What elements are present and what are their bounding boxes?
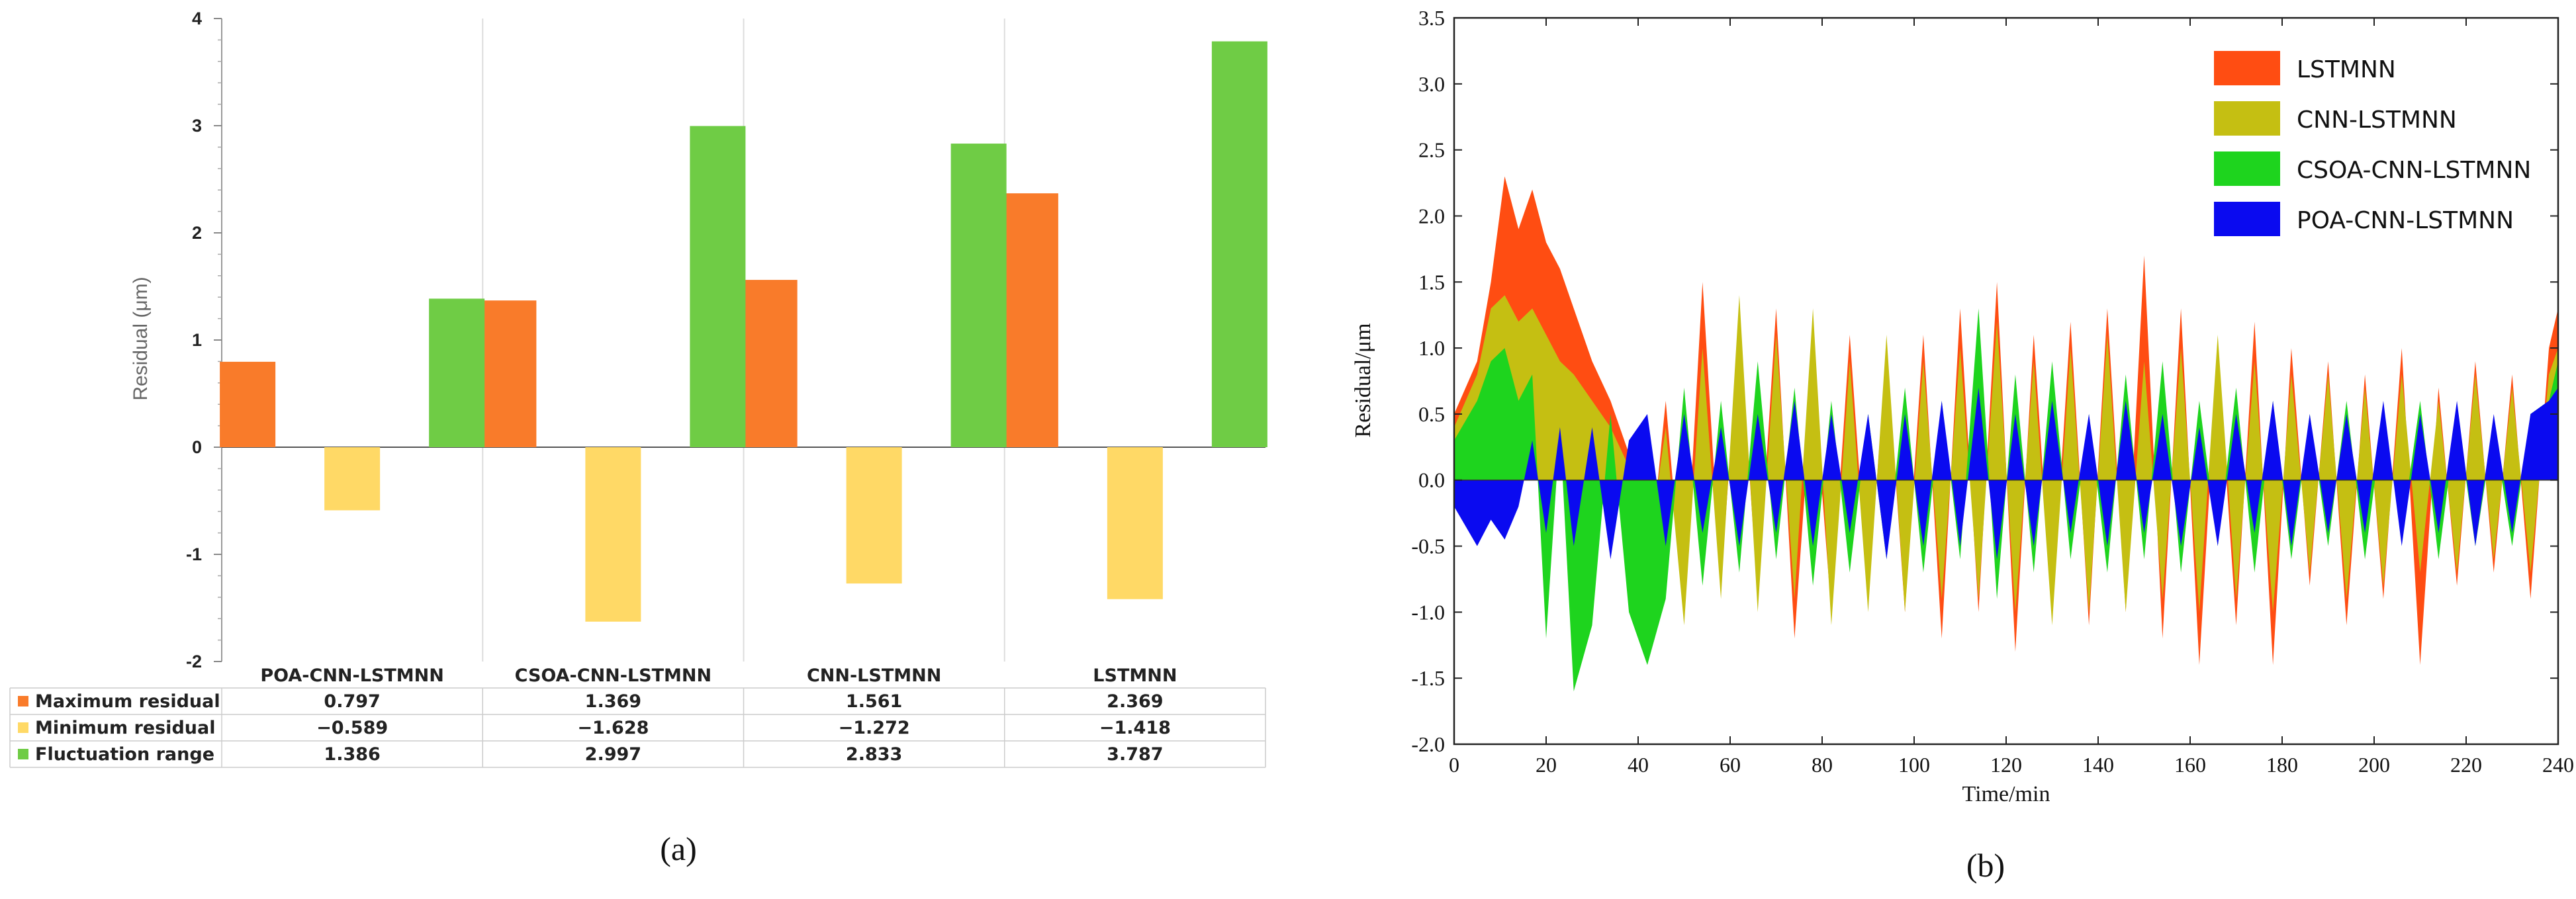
- bar-fluctuation-range: [950, 144, 1007, 447]
- x-tick-label: 200: [2358, 753, 2390, 777]
- bar-maximum-residual: [741, 280, 798, 447]
- panel-b: 3.5 3.0 2.5 2.0 1.5 1.0 0.5 0.0 -0.5 -1.0 -1.5 -2.0…: [1284, 0, 2576, 899]
- y-tick-label: 2.5: [1418, 138, 1445, 162]
- table-cell: 0.797: [324, 691, 380, 712]
- y-tick-label: -2: [186, 652, 202, 671]
- table-cell: 2.369: [1107, 691, 1163, 712]
- y-tick-label: 0.0: [1418, 468, 1445, 492]
- bar-minimum-residual: [846, 447, 902, 584]
- bar-minimum-residual: [585, 447, 641, 622]
- table-cell: 2.997: [585, 744, 641, 765]
- y-tick-label: -2.0: [1411, 732, 1445, 756]
- bar-fluctuation-range: [429, 298, 485, 447]
- legend-label: CSOA-CNN-LSTMNN: [2297, 157, 2531, 184]
- table-cell: 1.369: [585, 691, 641, 712]
- table-cell: 2.833: [846, 744, 902, 765]
- x-tick-label: 220: [2450, 753, 2482, 777]
- y-axis-label: Residual/μm: [1351, 323, 1375, 437]
- x-tick-label: 40: [1628, 753, 1649, 777]
- legend-label: CNN-LSTMNN: [2297, 107, 2457, 134]
- legend-swatch: [2214, 202, 2280, 236]
- bar-maximum-residual: [481, 300, 537, 447]
- y-tick-label: 0: [192, 437, 202, 457]
- y-tick-label: 2.0: [1418, 204, 1445, 228]
- panel-label-b: (b): [1966, 847, 2005, 884]
- x-tick-label: 100: [1898, 753, 1930, 777]
- y-tick-label: -0.5: [1411, 535, 1445, 558]
- y-tick-label: 2: [192, 223, 202, 243]
- x-tick-label: 120: [1990, 753, 2022, 777]
- x-tick-label: 0: [1449, 753, 1459, 777]
- area-chart: 3.5 3.0 2.5 2.0 1.5 1.0 0.5 0.0 -0.5 -1.0 -1.5 -2.0…: [1351, 6, 2574, 884]
- x-tick-label: 140: [2082, 753, 2114, 777]
- category-label: LSTMNN: [1093, 665, 1177, 686]
- bar-maximum-residual: [220, 361, 276, 447]
- table-cell: 1.561: [846, 691, 902, 712]
- x-tick-label: 180: [2266, 753, 2298, 777]
- area-lstmnn: [1454, 176, 2558, 665]
- x-axis-label: Time/min: [1962, 782, 2050, 806]
- category-label: POA-CNN-LSTMNN: [260, 665, 443, 686]
- y-tick-label: 3.0: [1418, 72, 1445, 96]
- legend-swatch: [2214, 101, 2280, 136]
- table-cell: −0.589: [316, 718, 388, 738]
- category-label: CNN-LSTMNN: [807, 665, 941, 686]
- bar-chart: 4 3 2 1 0 -1 -2 Residual (μm) POA-CNN-LSTMNN CSOA…: [9, 9, 1267, 867]
- bar-fluctuation-range: [1211, 41, 1267, 448]
- legend-label: LSTMNN: [2297, 56, 2396, 83]
- x-tick-label: 240: [2542, 753, 2574, 777]
- y-tick-label: 1.0: [1418, 336, 1445, 360]
- legend-swatch: [2214, 51, 2280, 85]
- y-tick-label: 3.5: [1418, 6, 1445, 30]
- bar-minimum-residual: [1107, 447, 1163, 599]
- bar-fluctuation-range: [690, 126, 746, 447]
- panel-label-a: (a): [660, 830, 697, 867]
- y-tick-label: -1.0: [1411, 600, 1445, 624]
- bar-minimum-residual: [324, 447, 381, 511]
- legend-label: Minimum residual: [35, 718, 215, 738]
- area-cnn-lstmnn: [1454, 295, 2558, 626]
- panel-a: 4 3 2 1 0 -1 -2 Residual (μm) POA-CNN-LSTMNN CSOA…: [0, 0, 1284, 899]
- y-tick-label: 0.5: [1418, 402, 1445, 426]
- table-cell: −1.418: [1099, 718, 1171, 738]
- legend-swatch: [18, 696, 28, 706]
- table-cell: −1.272: [839, 718, 910, 738]
- series-group: [1454, 176, 2558, 692]
- legend-swatch: [2214, 151, 2280, 186]
- legend-label: Fluctuation range: [35, 744, 214, 765]
- table-cell: 1.386: [324, 744, 380, 765]
- legend-swatch: [18, 722, 28, 733]
- category-label: CSOA-CNN-LSTMNN: [515, 665, 712, 686]
- bar-maximum-residual: [1002, 193, 1058, 447]
- legend-swatch: [18, 749, 28, 759]
- x-tick-label: 80: [1812, 753, 1833, 777]
- y-axis-label: Residual (μm): [130, 277, 152, 400]
- legend-label: POA-CNN-LSTMNN: [2297, 207, 2514, 234]
- table-cell: 3.787: [1107, 744, 1163, 765]
- y-tick-label: 1.5: [1418, 270, 1445, 294]
- table-cell: −1.628: [577, 718, 649, 738]
- y-tick-label: 4: [192, 9, 202, 28]
- legend-label: Maximum residual: [35, 691, 220, 712]
- x-tick-label: 60: [1720, 753, 1741, 777]
- y-tick-label: -1.5: [1411, 666, 1445, 690]
- y-tick-label: 1: [192, 330, 202, 350]
- x-tick-label: 160: [2174, 753, 2206, 777]
- y-tick-label: -1: [186, 544, 202, 564]
- x-tick-label: 20: [1536, 753, 1557, 777]
- y-tick-label: 3: [192, 116, 202, 136]
